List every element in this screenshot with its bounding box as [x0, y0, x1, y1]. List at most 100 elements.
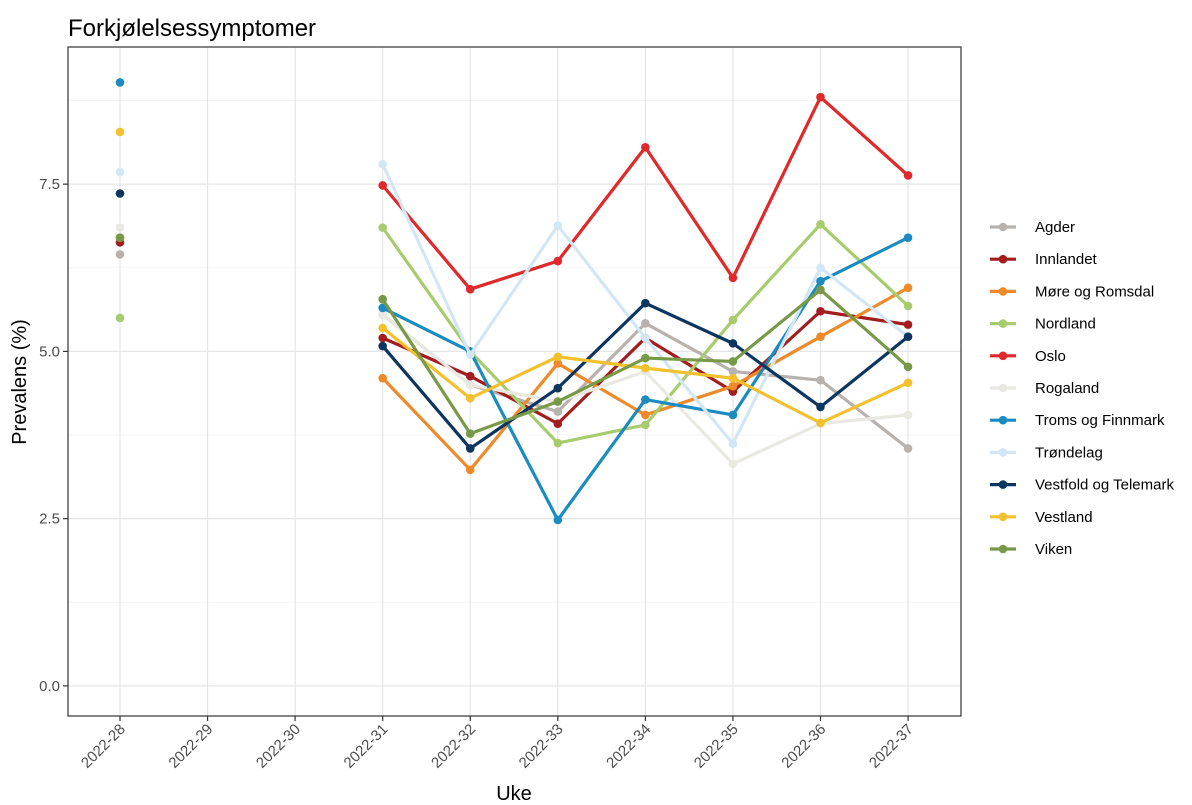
- data-point: [903, 332, 913, 341]
- plot-background: [68, 47, 961, 716]
- data-point: [728, 315, 738, 325]
- data-point: [728, 357, 738, 366]
- legend-label: Innlandet: [1035, 251, 1098, 268]
- data-point: [553, 359, 563, 368]
- data-point: [115, 250, 125, 259]
- x-tick-label: 2022-30: [253, 721, 304, 772]
- data-point: [816, 332, 825, 341]
- data-point: [115, 223, 125, 232]
- x-axis: 2022-28 2022-29 2022-30 2022-31 2022-32 2022-…: [78, 716, 917, 772]
- legend-key-point: [998, 480, 1008, 489]
- data-point: [465, 465, 475, 475]
- x-tick-label: 2022-28: [78, 721, 129, 772]
- series-layer: [115, 78, 913, 525]
- x-tick-label: 2022-33: [516, 721, 567, 772]
- y-tick-label: 0.0: [39, 678, 60, 695]
- series-møre-og-romsdal: [115, 233, 913, 475]
- data-point: [641, 395, 650, 404]
- x-tick-label: 2022-34: [603, 721, 654, 772]
- legend-label: Vestland: [1035, 509, 1093, 526]
- plot-border: [67, 46, 962, 717]
- legend-key-point: [998, 448, 1008, 457]
- legend-item: Troms og Finnmark: [990, 412, 1165, 429]
- data-point: [553, 383, 563, 393]
- legend-item: Innlandet: [990, 251, 1098, 268]
- data-point: [903, 301, 913, 311]
- series-trøndelag: [115, 159, 913, 449]
- x-tick-label: 2022-31: [341, 721, 392, 772]
- series-vestland: [115, 127, 913, 428]
- data-point: [465, 350, 475, 360]
- data-point: [465, 444, 475, 453]
- legend-label: Vestfold og Telemark: [1035, 477, 1174, 494]
- series-viken: [115, 233, 913, 438]
- data-point: [378, 303, 387, 313]
- series-vestfold-og-telemark: [115, 189, 913, 453]
- data-point: [816, 402, 825, 412]
- legend-item: Vestland: [990, 509, 1093, 526]
- data-point: [378, 294, 387, 304]
- data-point: [553, 419, 563, 428]
- data-point: [378, 333, 387, 343]
- legend-key-point: [998, 383, 1008, 393]
- x-axis-title: Uke: [496, 783, 532, 805]
- legend-key-point: [998, 254, 1008, 264]
- data-point: [903, 283, 913, 293]
- data-point: [115, 189, 125, 198]
- data-point: [641, 318, 650, 328]
- legend-key-point: [998, 512, 1008, 522]
- legend-item: Oslo: [990, 348, 1066, 365]
- data-point: [378, 223, 387, 232]
- x-tick-label: 2022-35: [691, 721, 742, 772]
- legend-item: Agder: [990, 219, 1075, 236]
- data-point: [378, 310, 387, 319]
- data-point: [728, 339, 738, 348]
- legend-item: Nordland: [990, 316, 1096, 333]
- data-point: [816, 418, 825, 428]
- data-point: [728, 381, 738, 391]
- data-point: [553, 438, 563, 448]
- data-point: [641, 143, 650, 152]
- legend-label: Møre og Romsdal: [1035, 283, 1154, 300]
- y-axis: 0.0 2.5 5.0 7.5: [39, 176, 68, 695]
- x-tick-label: 2022-36: [778, 721, 829, 772]
- chart-title: Forkjølelsessymptomer: [68, 15, 316, 42]
- x-tick-label: 2022-32: [428, 721, 479, 772]
- data-point: [903, 320, 913, 329]
- data-point: [465, 429, 475, 438]
- legend-label: Viken: [1035, 541, 1072, 558]
- data-point: [553, 256, 563, 266]
- legend-key-point: [998, 415, 1008, 425]
- data-point: [641, 353, 650, 363]
- data-point: [641, 298, 650, 308]
- data-point: [903, 378, 913, 388]
- legend-label: Rogaland: [1035, 380, 1099, 397]
- data-point: [553, 221, 563, 230]
- x-tick-label: 2022-37: [866, 721, 917, 772]
- data-point: [378, 373, 387, 383]
- data-point: [115, 313, 125, 323]
- data-point: [465, 371, 475, 381]
- data-point: [903, 444, 913, 453]
- data-point: [465, 284, 475, 294]
- legend-label: Trøndelag: [1035, 444, 1103, 461]
- legend-label: Oslo: [1035, 348, 1066, 365]
- data-point: [115, 127, 125, 137]
- data-point: [816, 276, 825, 286]
- data-point: [903, 171, 913, 180]
- data-point: [728, 373, 738, 383]
- data-point: [816, 285, 825, 295]
- data-point: [641, 420, 650, 430]
- data-point: [816, 263, 825, 273]
- legend-key-point: [998, 351, 1008, 361]
- legend-key-point: [998, 222, 1008, 232]
- legend-key-point: [998, 319, 1008, 328]
- x-tick-label: 2022-29: [165, 721, 216, 772]
- data-point: [553, 352, 563, 362]
- data-point: [553, 397, 563, 406]
- data-point: [728, 459, 738, 469]
- legend-label: Agder: [1035, 219, 1075, 236]
- data-point: [641, 410, 650, 420]
- y-tick-label: 5.0: [39, 343, 60, 360]
